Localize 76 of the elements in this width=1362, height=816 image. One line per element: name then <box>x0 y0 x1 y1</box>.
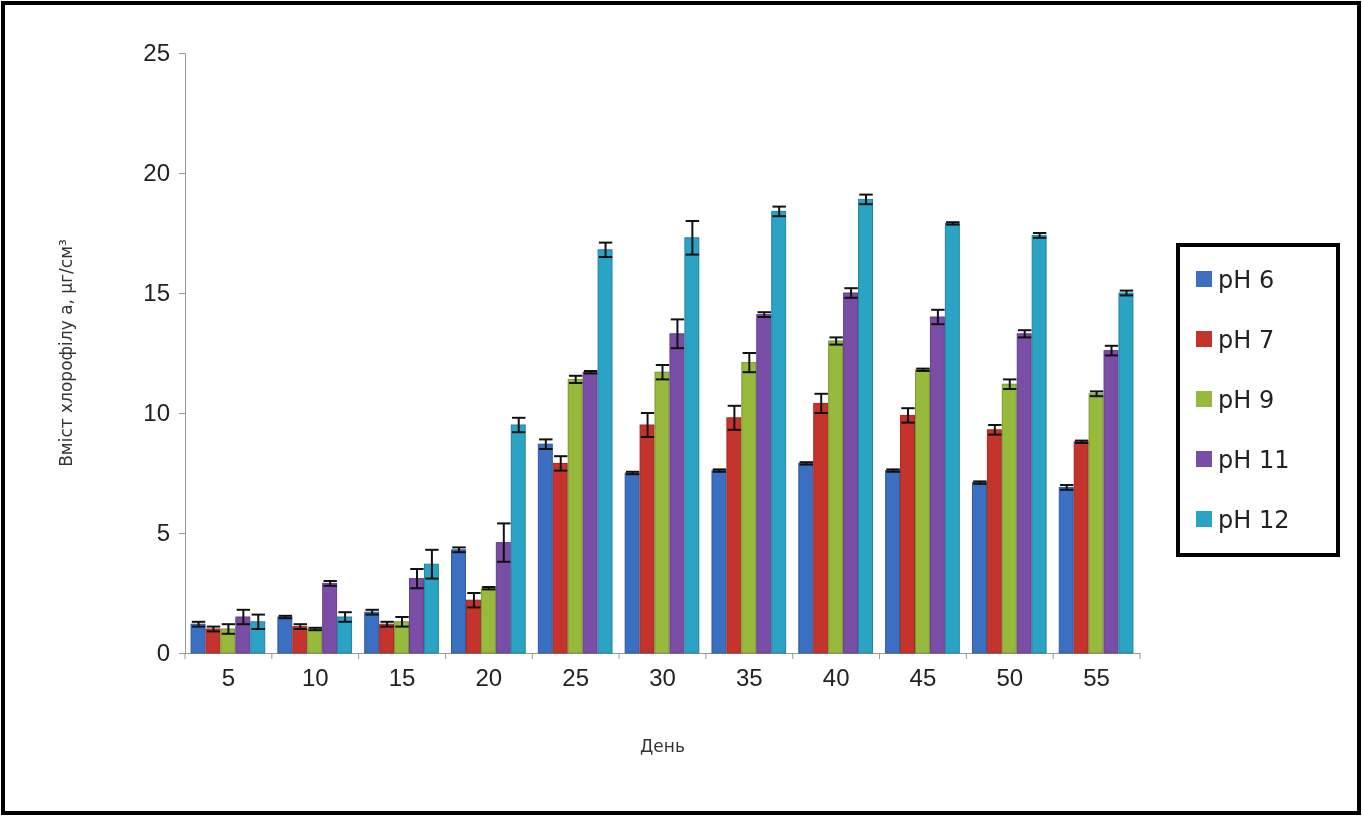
x-tick-label: 5 <box>221 664 236 691</box>
x-axis-title: День <box>640 736 685 756</box>
legend-label: pH 6 <box>1218 266 1275 294</box>
bar <box>480 587 496 654</box>
bar <box>190 623 206 654</box>
bar <box>394 621 410 654</box>
bar <box>914 369 930 654</box>
legend-label: pH 9 <box>1218 386 1275 414</box>
bar <box>711 470 727 654</box>
bar <box>235 616 251 654</box>
bar <box>944 222 960 654</box>
y-axis-title: Вміст хлорофілу а, µг/см³ <box>56 239 76 467</box>
x-tick-label: 35 <box>735 664 763 691</box>
bar <box>858 198 873 654</box>
bar <box>465 599 481 654</box>
bar <box>567 378 583 654</box>
x-tick-label: 45 <box>909 664 937 691</box>
bar <box>771 210 787 654</box>
bar <box>1016 333 1032 654</box>
bar <box>582 371 598 654</box>
x-tick-label: 55 <box>1083 664 1110 691</box>
bar <box>409 578 424 654</box>
bar <box>451 549 466 654</box>
bar <box>322 582 338 654</box>
y-tick-label: 25 <box>143 39 170 67</box>
y-tick-label: 5 <box>156 519 170 547</box>
bar <box>1001 383 1017 654</box>
legend-label: pH 12 <box>1218 506 1290 534</box>
x-tick-label: 40 <box>822 664 850 691</box>
bar <box>669 333 685 654</box>
bar <box>798 462 814 654</box>
bar <box>1073 441 1089 654</box>
bar <box>986 429 1002 654</box>
bar <box>726 417 742 654</box>
bar <box>684 237 700 654</box>
bar <box>654 371 670 654</box>
bar <box>250 621 266 654</box>
x-tick-label: 20 <box>475 664 503 691</box>
bar <box>537 443 553 654</box>
y-tick-label: 20 <box>143 159 170 187</box>
bar <box>900 414 915 654</box>
x-tick-label: 50 <box>996 664 1024 691</box>
bar <box>277 616 293 654</box>
bar <box>552 462 568 654</box>
legend-label: pH 11 <box>1218 446 1290 474</box>
legend-label: pH 7 <box>1218 326 1275 354</box>
bar <box>597 249 613 654</box>
x-tick-label: 15 <box>388 664 416 691</box>
bar <box>495 542 511 654</box>
bar <box>1031 234 1047 654</box>
y-tick-label: 0 <box>156 639 170 667</box>
bar <box>624 472 640 654</box>
bar <box>292 626 308 654</box>
bar <box>1103 350 1119 654</box>
bar <box>929 316 945 654</box>
bar <box>510 424 526 654</box>
bar <box>843 292 859 654</box>
bar <box>813 402 829 654</box>
bar <box>337 616 353 654</box>
bar <box>756 314 772 654</box>
bar <box>1058 486 1074 654</box>
x-tick-label: 25 <box>562 664 590 691</box>
x-tick-label: 10 <box>301 664 329 691</box>
bar <box>741 362 757 654</box>
bar <box>364 611 380 654</box>
bar <box>828 340 844 654</box>
y-tick-label: 15 <box>143 279 170 307</box>
x-tick-label: 30 <box>649 664 676 691</box>
bar <box>379 623 395 654</box>
bar <box>423 563 439 654</box>
bar <box>885 470 901 654</box>
bar <box>639 424 655 654</box>
bar <box>1088 393 1104 654</box>
bar <box>971 482 987 654</box>
bar <box>1118 292 1134 654</box>
y-tick-label: 10 <box>143 399 170 427</box>
